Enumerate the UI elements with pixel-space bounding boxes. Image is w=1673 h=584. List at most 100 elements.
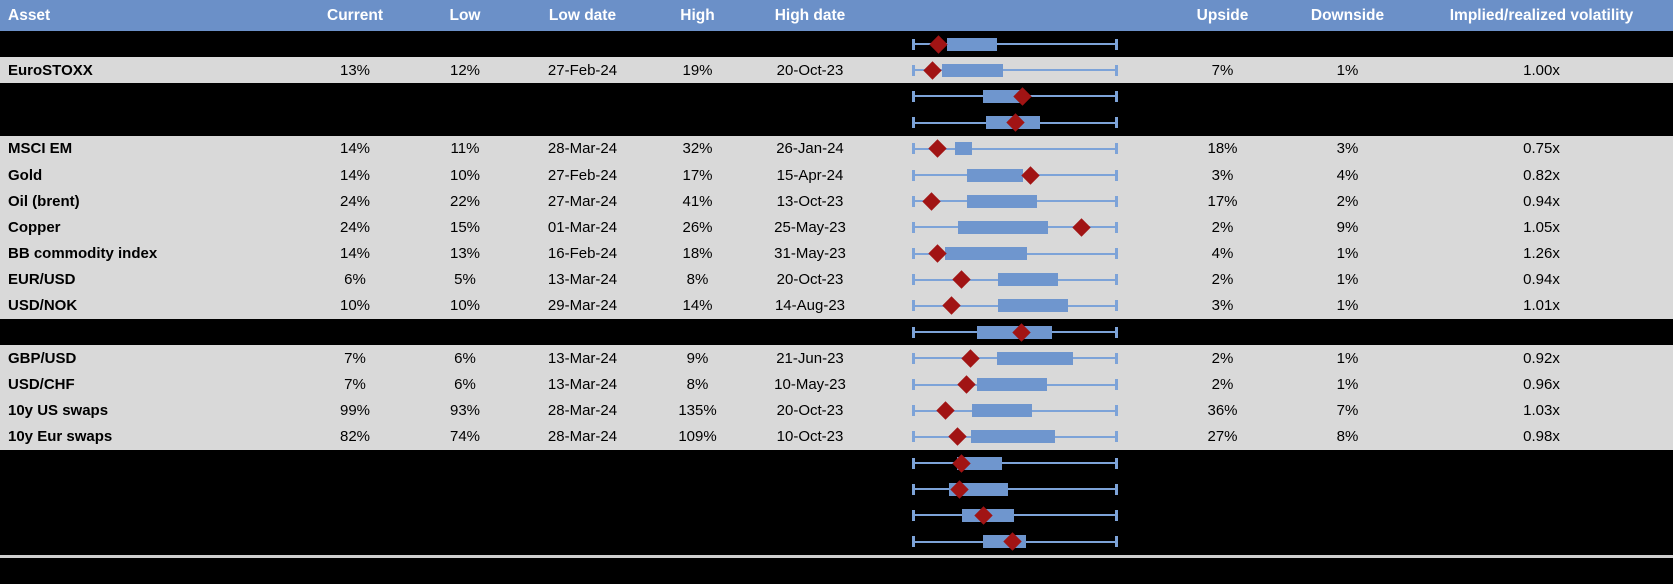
box-whisker-plot xyxy=(912,371,1118,397)
whisker-cap-left xyxy=(912,483,915,495)
high-date: 20-Oct-23 xyxy=(776,402,844,420)
box-whisker-plot xyxy=(912,31,1118,57)
upside-value: 36% xyxy=(1207,402,1238,420)
high-value: 14% xyxy=(682,297,713,315)
range-box xyxy=(957,456,1002,470)
current-marker-diamond-icon xyxy=(942,296,962,316)
table-row xyxy=(0,502,1673,529)
table-row xyxy=(0,450,1673,477)
high-value: 135% xyxy=(678,402,717,420)
current-value: 99% xyxy=(339,402,371,420)
downside-value: 9% xyxy=(1336,218,1359,236)
downside-value: 1% xyxy=(1336,349,1359,367)
current-marker-diamond-icon xyxy=(923,61,943,80)
table-row: 10y Eur swaps 82% 74% 28-Mar-24 109% 10-… xyxy=(0,423,1673,450)
whisker-cap-left xyxy=(912,143,915,155)
high-date: 25-May-23 xyxy=(774,218,846,236)
volatility-range-chart xyxy=(870,57,1160,83)
volatility-range-chart xyxy=(870,214,1160,240)
whisker-cap-right xyxy=(1115,457,1118,469)
column-header-implied-realized-volatility: Implied/realized volatility xyxy=(1449,6,1634,24)
column-header-range-chart xyxy=(870,0,1160,31)
high-value: 109% xyxy=(678,428,717,446)
low-value: 12% xyxy=(449,61,481,79)
volatility-range-chart xyxy=(870,398,1160,424)
low-value: 11% xyxy=(450,140,480,158)
downside-value: 7% xyxy=(1336,402,1359,420)
table-row xyxy=(0,31,1673,58)
range-box xyxy=(998,273,1059,287)
downside-value: 8% xyxy=(1336,428,1359,446)
asset-name: Oil (brent) xyxy=(8,192,80,210)
whisker-cap-right xyxy=(1115,248,1118,260)
low-value: 93% xyxy=(449,402,481,420)
current-marker-diamond-icon xyxy=(1072,218,1092,237)
whisker-cap-left xyxy=(912,195,915,207)
high-date: 10-Oct-23 xyxy=(776,428,844,446)
current-marker-diamond-icon xyxy=(927,244,947,263)
column-header-upside: Upside xyxy=(1196,6,1249,24)
current-marker-diamond-icon xyxy=(1020,165,1040,185)
low-date: 28-Mar-24 xyxy=(547,428,618,446)
volatility-range-chart xyxy=(870,529,1160,555)
low-date: 13-Mar-24 xyxy=(547,349,618,367)
low-value: 15% xyxy=(449,218,481,236)
implied-realized-volatility-value: 0.75x xyxy=(1523,140,1560,158)
asset-name: 10y US swaps xyxy=(8,402,109,420)
asset-name: BB commodity index xyxy=(8,245,158,263)
table-row xyxy=(0,83,1673,110)
whisker-cap-right xyxy=(1115,379,1118,391)
high-value: 32% xyxy=(682,140,713,158)
implied-realized-volatility-value: 1.26x xyxy=(1523,245,1560,263)
high-value: 18% xyxy=(682,245,713,263)
column-header-low-date: Low date xyxy=(548,6,617,24)
range-box xyxy=(997,351,1073,365)
low-value: 6% xyxy=(454,376,476,394)
high-date: 31-May-23 xyxy=(774,245,846,263)
implied-realized-volatility-value: 1.05x xyxy=(1523,218,1560,236)
whisker-cap-right xyxy=(1115,405,1118,417)
upside-value: 2% xyxy=(1211,218,1234,236)
box-whisker-plot xyxy=(912,293,1118,319)
box-whisker-plot xyxy=(912,398,1118,424)
current-marker-diamond-icon xyxy=(927,139,947,159)
footer-black-bar xyxy=(0,557,1673,584)
high-date: 21-Jun-23 xyxy=(776,349,844,367)
current-marker-diamond-icon xyxy=(922,192,942,211)
whisker-cap-left xyxy=(912,536,915,548)
table-row: EuroSTOXX 13% 12% 27-Feb-24 19% 20-Oct-2… xyxy=(0,57,1673,84)
low-date: 29-Mar-24 xyxy=(547,297,618,315)
box-whisker-plot xyxy=(912,83,1118,109)
upside-value: 27% xyxy=(1207,428,1238,446)
high-date: 14-Aug-23 xyxy=(774,297,846,315)
table-row: MSCI EM 14% 11% 28-Mar-24 32% 26-Jan-24 … xyxy=(0,135,1673,162)
whisker-cap-right xyxy=(1115,195,1118,207)
whisker-cap-left xyxy=(912,457,915,469)
table-row: GBP/USD 7% 6% 13-Mar-24 9% 21-Jun-23 2% … xyxy=(0,345,1673,372)
box-whisker-plot xyxy=(912,214,1118,240)
table-row: Gold 14% 10% 27-Feb-24 17% 15-Apr-24 3% … xyxy=(0,161,1673,189)
upside-value: 7% xyxy=(1211,61,1234,79)
column-header-current: Current xyxy=(327,6,383,24)
high-date: 20-Oct-23 xyxy=(776,271,844,289)
downside-value: 1% xyxy=(1336,297,1359,315)
low-value: 10% xyxy=(449,166,481,184)
box-whisker-plot xyxy=(912,241,1118,267)
range-box xyxy=(967,194,1038,208)
range-box xyxy=(957,220,1049,234)
current-value: 24% xyxy=(339,218,371,236)
whisker-cap-right xyxy=(1115,143,1118,155)
upside-value: 2% xyxy=(1211,271,1234,289)
range-box xyxy=(998,299,1069,313)
whisker-cap-right xyxy=(1115,64,1118,76)
range-box xyxy=(955,142,972,156)
whisker-cap-left xyxy=(912,300,915,312)
asset-name: Copper xyxy=(8,218,61,236)
box-whisker-plot xyxy=(912,424,1118,450)
asset-name: GBP/USD xyxy=(8,349,77,367)
current-value: 14% xyxy=(339,245,371,263)
whisker-cap-left xyxy=(912,405,915,417)
table-row: USD/CHF 7% 6% 13-Mar-24 8% 10-May-23 2% … xyxy=(0,371,1673,398)
whisker-cap-right xyxy=(1115,221,1118,233)
